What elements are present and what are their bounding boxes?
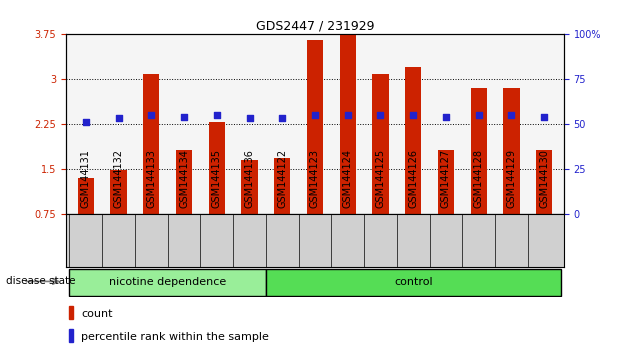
Point bbox=[310, 112, 320, 118]
Text: percentile rank within the sample: percentile rank within the sample bbox=[81, 332, 269, 342]
Point bbox=[408, 112, 418, 118]
Point bbox=[375, 112, 386, 118]
Bar bbox=[471, 88, 487, 214]
Bar bbox=[241, 160, 258, 214]
Title: GDS2447 / 231929: GDS2447 / 231929 bbox=[256, 19, 374, 33]
Point bbox=[179, 114, 189, 120]
Text: count: count bbox=[81, 309, 113, 319]
Bar bbox=[536, 150, 553, 214]
Bar bbox=[372, 74, 389, 214]
Bar bbox=[110, 170, 127, 214]
Point bbox=[81, 119, 91, 125]
Bar bbox=[176, 150, 192, 214]
Point bbox=[343, 112, 353, 118]
Bar bbox=[143, 74, 159, 214]
Bar bbox=[274, 158, 290, 214]
Point bbox=[113, 115, 123, 121]
Text: control: control bbox=[394, 277, 433, 287]
Point bbox=[474, 112, 484, 118]
Bar bbox=[209, 122, 225, 214]
Point bbox=[244, 115, 255, 121]
Bar bbox=[77, 178, 94, 214]
Point bbox=[539, 114, 549, 120]
Bar bbox=[438, 150, 454, 214]
Text: disease state: disease state bbox=[6, 276, 76, 286]
Point bbox=[277, 115, 287, 121]
Bar bbox=[503, 88, 520, 214]
Bar bbox=[307, 40, 323, 214]
Bar bbox=[340, 34, 356, 214]
Bar bbox=[69, 269, 266, 296]
Text: nicotine dependence: nicotine dependence bbox=[109, 277, 226, 287]
Bar bbox=[69, 330, 73, 342]
Bar bbox=[69, 307, 73, 319]
Point bbox=[441, 114, 451, 120]
Bar bbox=[405, 67, 421, 214]
Point bbox=[507, 112, 517, 118]
Point bbox=[212, 112, 222, 118]
Bar bbox=[266, 269, 561, 296]
Point bbox=[146, 112, 156, 118]
